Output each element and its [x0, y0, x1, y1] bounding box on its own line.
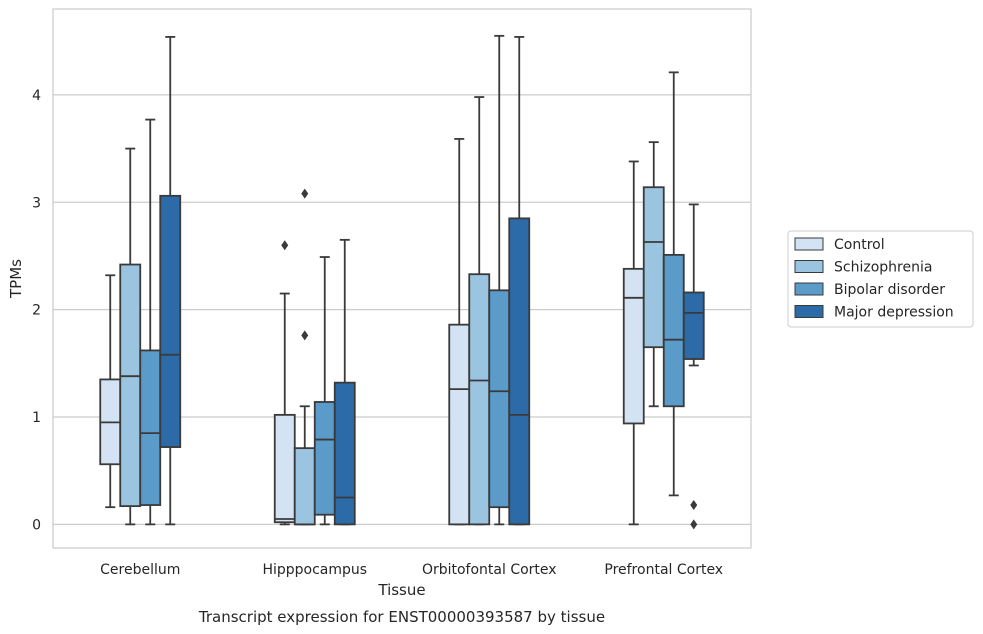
box-iqr [333, 381, 356, 526]
chart-caption: Transcript expression for ENST0000039358… [198, 608, 605, 626]
y-tick-label: 3 [32, 195, 41, 211]
legend-swatch [794, 237, 824, 251]
box-iqr [273, 413, 296, 524]
box-iqr [313, 401, 336, 516]
box-cerebellum-schizophrenia [119, 147, 142, 526]
box-iqr [139, 349, 162, 506]
outlier-point [690, 500, 698, 511]
x-tick-label: Hipppocampus [262, 562, 367, 578]
box-iqr [293, 447, 316, 526]
box-iqr [622, 267, 645, 425]
legend-label: Major depression [834, 305, 954, 321]
outlier-point [301, 330, 309, 341]
y-tick-label: 4 [32, 88, 41, 104]
legend-label: Control [834, 237, 885, 253]
x-tick-label: Prefrontal Cortex [604, 562, 723, 578]
box-hipppocampus-control [273, 240, 296, 526]
x-tick-label: Cerebellum [100, 562, 180, 578]
box-iqr [119, 263, 142, 508]
y-tick-label: 2 [32, 303, 41, 319]
x-tick-label: Orbitofontal Cortex [422, 562, 557, 578]
box-iqr [682, 291, 705, 360]
outlier-point [301, 188, 309, 199]
box-iqr [662, 253, 685, 408]
y-axis-title: TPMs [7, 259, 25, 299]
box-iqr [508, 217, 531, 526]
x-axis-ticks: Cerebellum Hipppocampus Orbitofontal Corte… [100, 562, 723, 578]
box-cerebellum-major-depression [159, 36, 182, 526]
legend-frame [787, 230, 974, 328]
outlier-point [690, 519, 698, 530]
box-iqr [468, 273, 491, 526]
box-cerebellum-bipolar-disorder [139, 118, 162, 526]
legend-label: Schizophrenia [834, 260, 932, 276]
legend: Control Schizophrenia Bipolar disorder Majo… [787, 230, 974, 328]
box-orbitofontal-cortex-schizophrenia [468, 96, 491, 526]
box-hipppocampus-schizophrenia [293, 188, 316, 526]
box-hipppocampus-bipolar-disorder [313, 256, 336, 526]
legend-swatch [794, 282, 824, 296]
box-plot-series [99, 34, 705, 530]
legend-swatch [794, 305, 824, 318]
y-axis-ticks: 0 1 2 3 4 [32, 88, 41, 533]
legend-swatch [794, 260, 824, 273]
box-orbitofontal-cortex-control [448, 138, 471, 526]
box-iqr [448, 323, 471, 526]
box-iqr [642, 186, 665, 349]
x-axis-title: Tissue [377, 581, 425, 599]
y-tick-label: 0 [32, 517, 41, 533]
box-prefrontal-cortex-schizophrenia [642, 141, 665, 408]
y-tick-label: 1 [32, 410, 41, 426]
legend-label: Bipolar disorder [834, 282, 945, 298]
box-iqr [488, 289, 511, 509]
plot-frame [52, 8, 752, 549]
box-iqr [159, 194, 182, 448]
box-prefrontal-cortex-major-depression [682, 203, 705, 530]
outlier-point [281, 240, 289, 251]
box-orbitofontal-cortex-bipolar-disorder [488, 34, 511, 526]
box-prefrontal-cortex-control [622, 160, 645, 526]
box-orbitofontal-cortex-major-depression [508, 36, 531, 526]
box-hipppocampus-major-depression [333, 238, 356, 526]
box-prefrontal-cortex-bipolar-disorder [662, 71, 685, 497]
